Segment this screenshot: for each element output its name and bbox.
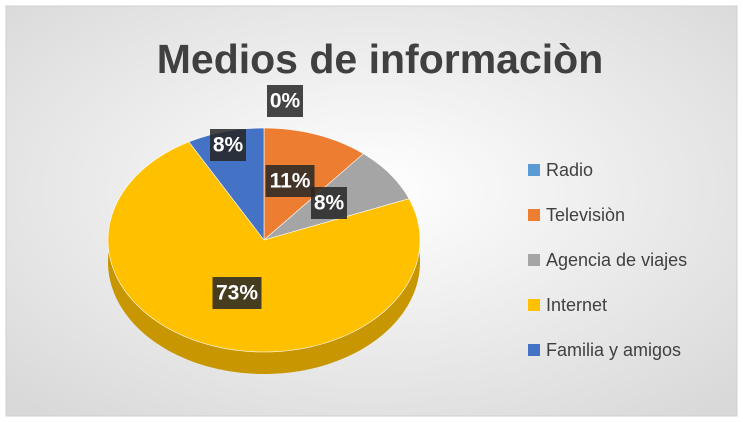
- legend-swatch: [528, 254, 540, 266]
- data-label-box: [311, 187, 347, 219]
- data-label: 11%: [270, 170, 311, 193]
- legend-label: Televisiòn: [546, 205, 625, 225]
- data-label-box: [212, 277, 262, 309]
- data-label: 73%: [216, 282, 258, 305]
- data-label-box: [267, 85, 303, 117]
- slice: [107, 141, 421, 353]
- legend-swatch: [528, 209, 540, 221]
- data-label-box: [265, 165, 315, 197]
- data-label: 0%: [270, 90, 301, 113]
- legend-swatch: [528, 344, 540, 356]
- data-label-box: [210, 129, 246, 161]
- legend-label: Agencia de viajes: [546, 250, 687, 270]
- legend-label: Radio: [546, 160, 593, 180]
- legend-swatch: [528, 299, 540, 311]
- legend-swatch: [528, 164, 540, 176]
- legend-label: Internet: [546, 295, 607, 315]
- legend-label: Familia y amigos: [546, 340, 681, 360]
- chart-title: Medios de informaciòn: [157, 36, 604, 82]
- data-label: 8%: [213, 134, 244, 157]
- data-label: 8%: [314, 192, 345, 215]
